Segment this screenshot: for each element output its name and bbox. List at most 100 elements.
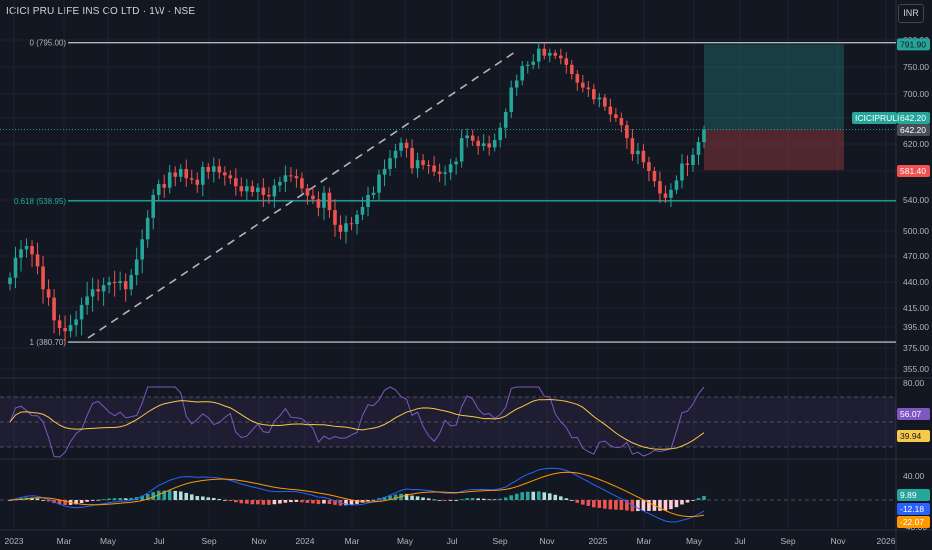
candle-body	[74, 319, 78, 326]
candle-body	[173, 172, 178, 177]
time-axis-tick: 2026	[877, 536, 896, 546]
candle-body	[487, 143, 491, 148]
macd-hist-bar	[256, 500, 260, 505]
candle-body	[608, 106, 613, 115]
candle-body	[283, 175, 288, 182]
macd-hist-bar	[46, 500, 51, 502]
candle-body	[68, 325, 73, 332]
macd-hist-bar	[333, 500, 337, 505]
macd-hist-bar	[492, 499, 497, 501]
candle-body	[162, 184, 167, 188]
macd-hist-bar	[404, 493, 409, 500]
macd-hist-bar	[283, 500, 288, 503]
macd-hist-bar	[74, 500, 78, 505]
macd-hist-bar	[564, 498, 569, 500]
time-axis-tick: Jul	[447, 536, 458, 546]
macd-hist-tag-bg	[897, 489, 930, 501]
macd-hist-bar	[30, 497, 34, 500]
signal-line	[9, 471, 705, 518]
candle-body	[134, 259, 139, 276]
macd-hist-bar	[90, 500, 95, 501]
time-axis-tick: Mar	[637, 536, 652, 546]
candle-body	[305, 188, 310, 196]
macd-hist-bar	[454, 500, 458, 501]
price-axis-tick: 415.00	[903, 303, 929, 313]
candle-body	[410, 148, 414, 169]
candle-body	[234, 178, 238, 187]
time-axis-tick: Mar	[345, 536, 360, 546]
macd-hist-bar	[355, 500, 359, 504]
macd-hist-bar	[509, 495, 514, 500]
candle-body	[35, 254, 40, 267]
candle-body	[322, 192, 326, 208]
candle-body	[674, 180, 679, 190]
candle-body	[118, 281, 122, 284]
macd-hist-bar	[85, 500, 89, 502]
candle-body	[200, 166, 205, 185]
macd-hist-bar	[525, 491, 530, 500]
macd-hist-bar	[625, 500, 629, 511]
candle-body	[338, 224, 343, 232]
candle-body	[581, 82, 585, 88]
macd-hist-bar	[267, 500, 271, 505]
signal-value-tag: -22.07	[900, 517, 924, 527]
price-axis-tick: 470.00	[903, 251, 929, 261]
candle-body	[156, 184, 161, 195]
macd-hist-bar	[371, 499, 376, 501]
candle-body	[278, 181, 282, 186]
macd-hist-bar	[63, 500, 67, 505]
currency-button[interactable]: INR	[898, 4, 924, 23]
macd-histogram	[8, 490, 706, 512]
macd-hist-bar	[597, 500, 602, 508]
fib-level-label: 1 (380.70)	[30, 338, 67, 347]
candle-body	[542, 48, 547, 56]
candle-body	[570, 64, 574, 75]
rsi-value-tag: 56.07	[900, 409, 922, 419]
candle-body	[658, 181, 662, 194]
candle-body	[250, 186, 255, 193]
macd-hist-bar	[294, 500, 299, 502]
candle-body	[547, 52, 552, 56]
macd-hist-bar	[250, 500, 255, 505]
candle-body	[437, 171, 442, 174]
macd-hist-bar	[322, 500, 326, 504]
chart-title: ICICI PRU LIFE INS CO LTD · 1W · NSE	[6, 6, 196, 17]
macd-hist-bar	[514, 493, 519, 500]
candle-body	[476, 140, 480, 147]
candle-body	[647, 162, 651, 171]
candle-body	[245, 186, 249, 192]
macd-hist-bar	[669, 500, 673, 510]
candle-body	[415, 160, 420, 169]
macd-hist-bar	[619, 500, 624, 510]
candle-body	[691, 154, 695, 165]
time-axis-tick: Jul	[735, 536, 746, 546]
candle-body	[586, 87, 591, 90]
candle-body	[603, 97, 607, 107]
candle-body	[349, 223, 354, 225]
candle-body	[123, 281, 128, 290]
candle-body	[311, 195, 315, 200]
stop-price-tag: 581.40	[900, 166, 926, 176]
macd-hist-bar	[531, 491, 536, 500]
macd-hist-bar	[316, 500, 321, 505]
macd-hist-bar	[641, 500, 646, 512]
time-axis-tick: Sep	[492, 536, 507, 546]
macd-hist-bar	[79, 500, 84, 504]
macd-hist-tag: 9.89	[900, 490, 917, 500]
candle-body	[211, 166, 216, 172]
candle-body	[189, 178, 194, 180]
macd-hist-bar	[647, 500, 651, 511]
time-axis-tick: Nov	[830, 536, 846, 546]
macd-hist-bar	[553, 494, 558, 500]
candle-body	[630, 138, 635, 155]
macd-hist-bar	[327, 500, 332, 504]
rsi-line	[9, 386, 705, 458]
rsi-value-tag-bg	[897, 408, 930, 420]
macd-hist-bar	[415, 496, 420, 500]
candle-body	[377, 174, 381, 193]
target-price-tag: 791.90	[900, 39, 926, 49]
macd-hist-bar	[448, 500, 453, 501]
macd-hist-bar	[674, 500, 679, 508]
